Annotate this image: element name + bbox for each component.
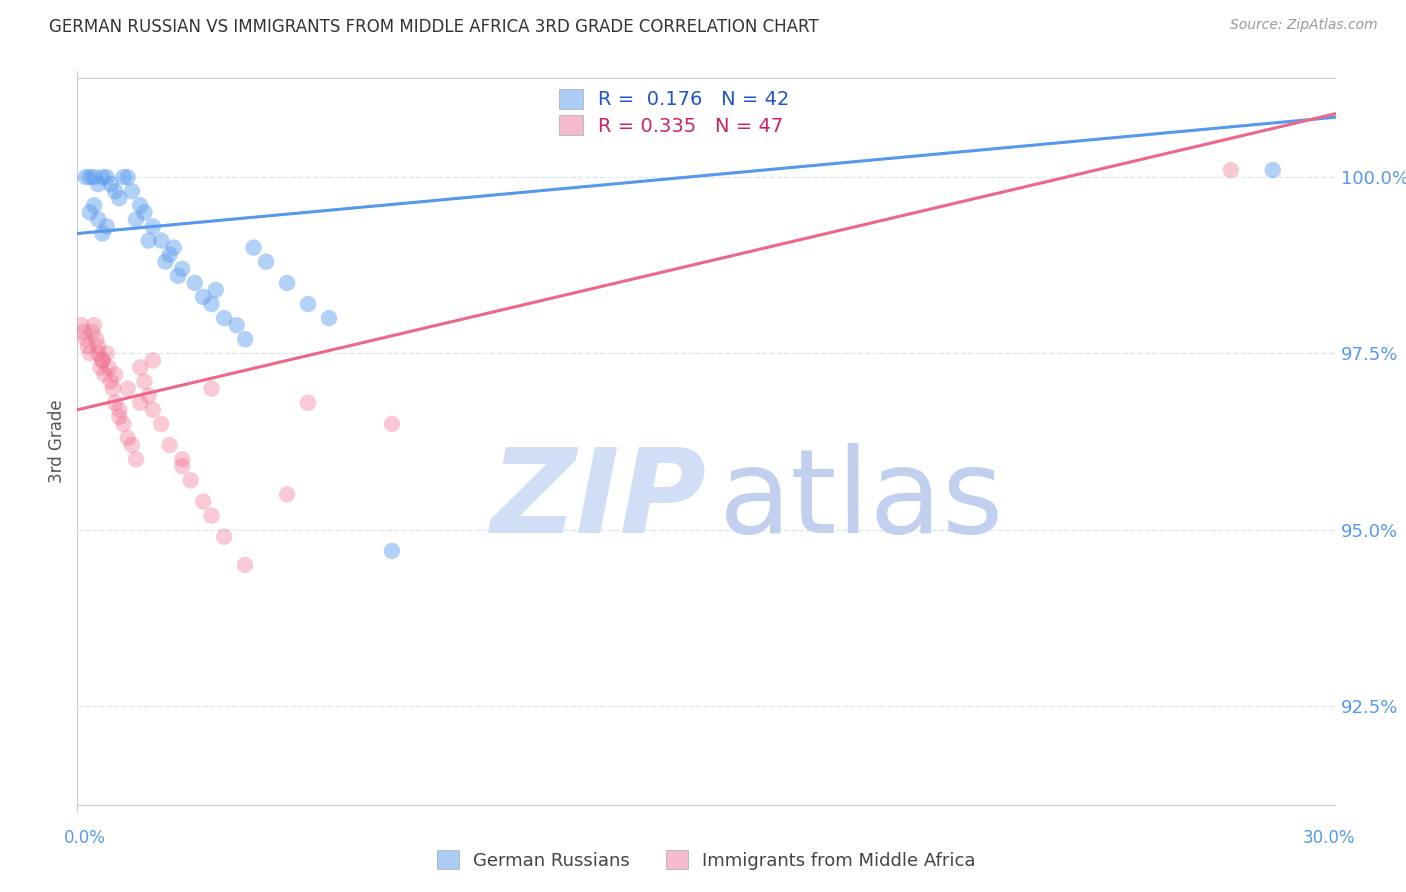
Point	[104, 396, 127, 410]
Point	[297, 396, 319, 410]
Point	[91, 353, 114, 368]
Point	[91, 227, 114, 241]
Point	[96, 219, 118, 234]
Point	[163, 241, 186, 255]
Point	[167, 268, 190, 283]
Point	[79, 346, 101, 360]
Text: atlas: atlas	[718, 443, 1004, 558]
Point	[212, 311, 235, 326]
Point	[104, 368, 127, 382]
Point	[381, 417, 404, 431]
Point	[117, 431, 139, 445]
Point	[70, 318, 93, 333]
Point	[134, 205, 156, 219]
Point	[100, 177, 122, 191]
Point	[96, 346, 118, 360]
Point	[297, 297, 319, 311]
Point	[76, 339, 98, 353]
Point	[381, 544, 404, 558]
Point	[108, 409, 131, 424]
Point	[172, 459, 194, 474]
Point	[80, 325, 103, 339]
Point	[172, 452, 194, 467]
Y-axis label: 3rd Grade: 3rd Grade	[48, 400, 66, 483]
Point	[83, 198, 105, 212]
Point	[159, 438, 181, 452]
Point	[101, 382, 124, 396]
Point	[87, 177, 110, 191]
Point	[79, 205, 101, 219]
Point	[87, 339, 110, 353]
Point	[233, 332, 256, 346]
Point	[112, 417, 135, 431]
Point	[117, 170, 139, 185]
Point	[91, 170, 114, 185]
Point	[142, 353, 165, 368]
Text: GERMAN RUSSIAN VS IMMIGRANTS FROM MIDDLE AFRICA 3RD GRADE CORRELATION CHART: GERMAN RUSSIAN VS IMMIGRANTS FROM MIDDLE…	[49, 18, 818, 36]
Point	[91, 353, 114, 368]
Point	[121, 438, 143, 452]
Point	[125, 452, 148, 467]
Point	[233, 558, 256, 572]
Point	[125, 212, 148, 227]
Point	[142, 219, 165, 234]
Point	[84, 332, 107, 346]
Point	[83, 318, 105, 333]
Text: 0.0%: 0.0%	[63, 829, 105, 847]
Point	[97, 360, 120, 375]
Point	[89, 360, 111, 375]
Text: ZIP: ZIP	[491, 443, 707, 558]
Point	[142, 402, 165, 417]
Point	[138, 234, 160, 248]
Point	[242, 241, 264, 255]
Point	[121, 184, 143, 198]
Point	[159, 248, 181, 262]
Point	[200, 508, 222, 523]
Point	[75, 170, 97, 185]
Point	[117, 382, 139, 396]
Point	[191, 290, 215, 304]
Point	[318, 311, 340, 326]
Point	[1219, 163, 1241, 178]
Point	[75, 332, 97, 346]
Point	[96, 170, 118, 185]
Point	[87, 212, 110, 227]
Point	[150, 234, 173, 248]
Point	[204, 283, 226, 297]
Point	[276, 276, 298, 290]
Point	[100, 375, 122, 389]
Point	[276, 487, 298, 501]
Point	[1261, 163, 1284, 178]
Point	[79, 170, 101, 185]
Point	[112, 170, 135, 185]
Point	[129, 396, 152, 410]
Point	[138, 389, 160, 403]
Point	[155, 254, 177, 268]
Point	[108, 402, 131, 417]
Point	[184, 276, 207, 290]
Point	[225, 318, 247, 333]
Point	[180, 473, 202, 487]
Legend: German Russians, Immigrants from Middle Africa: German Russians, Immigrants from Middle …	[430, 843, 983, 877]
Point	[134, 375, 156, 389]
Point	[108, 191, 131, 205]
Point	[200, 382, 222, 396]
Point	[93, 368, 115, 382]
Point	[83, 170, 105, 185]
Point	[172, 261, 194, 276]
Point	[254, 254, 277, 268]
Point	[200, 297, 222, 311]
Point	[129, 198, 152, 212]
Point	[72, 325, 94, 339]
Point	[150, 417, 173, 431]
Point	[129, 360, 152, 375]
Point	[104, 184, 127, 198]
Point	[212, 530, 235, 544]
Text: Source: ZipAtlas.com: Source: ZipAtlas.com	[1230, 18, 1378, 32]
Point	[191, 494, 215, 508]
Point	[87, 346, 110, 360]
Text: 30.0%: 30.0%	[1302, 829, 1355, 847]
